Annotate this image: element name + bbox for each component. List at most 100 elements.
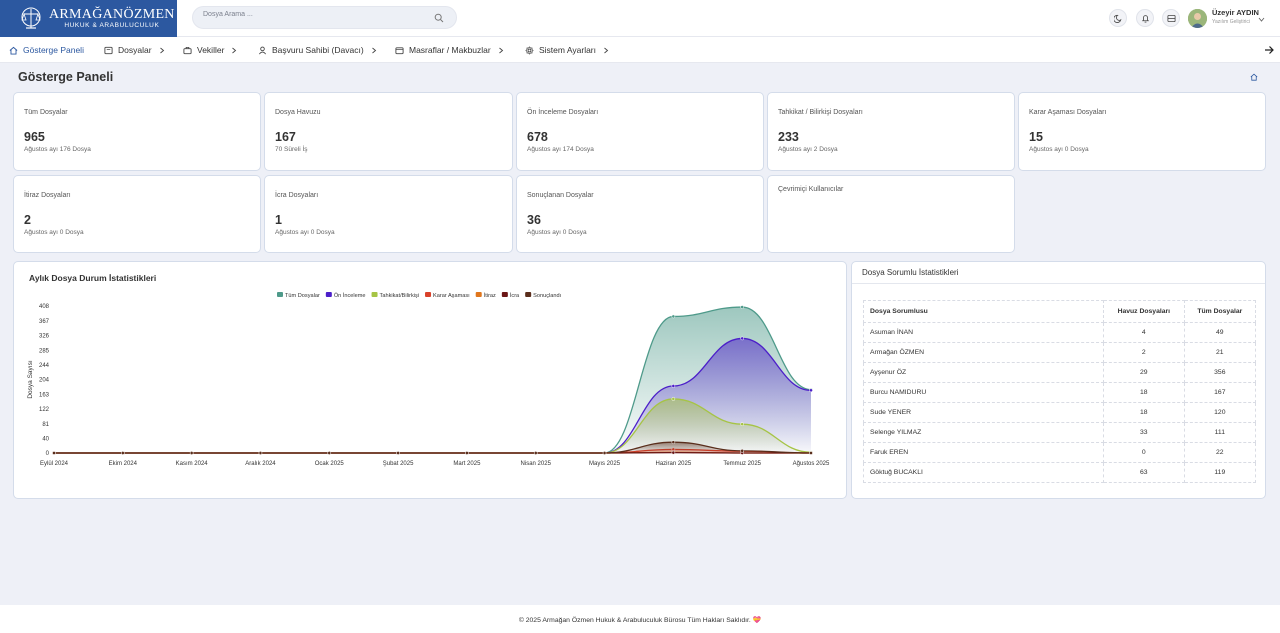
stat-card-value: 15 bbox=[1029, 130, 1043, 144]
nav-item-files[interactable]: Dosyalar bbox=[104, 37, 165, 63]
table-row[interactable]: Ayşenur ÖZ 29 356 bbox=[863, 362, 1257, 383]
arrow-right-icon[interactable] bbox=[1264, 45, 1274, 55]
table-row[interactable]: Burcu NAMIDURU 18 167 bbox=[863, 382, 1257, 403]
moon-icon bbox=[1113, 14, 1121, 23]
stat-card-objection[interactable]: İtiraz Dosyaları 2 Ağustos ayı 0 Dosya bbox=[13, 175, 261, 253]
x-tick-label: Haziran 2025 bbox=[656, 461, 692, 467]
stat-card-subtext: Ağustos ayı 0 Dosya bbox=[527, 229, 587, 236]
nav-item-label: Masraflar / Makbuzlar bbox=[409, 45, 491, 55]
stat-card-subtext: Ağustos ayı 0 Dosya bbox=[1029, 146, 1089, 153]
stat-card-concluded[interactable]: Sonuçlanan Dosyalar 36 Ağustos ayı 0 Dos… bbox=[516, 175, 764, 253]
data-point bbox=[671, 397, 676, 401]
table-cell: 119 bbox=[1183, 462, 1257, 483]
footer: © 2025 Armağan Özmen Hukuk & Arabuluculu… bbox=[0, 605, 1280, 633]
table-cell: 63 bbox=[1103, 462, 1185, 483]
table-cell: 33 bbox=[1103, 422, 1185, 443]
stat-card-file-pool[interactable]: Dosya Havuzu 167 70 Süreli İş bbox=[264, 92, 513, 171]
table-cell: 22 bbox=[1183, 442, 1257, 463]
table-title: Dosya Sorumlu İstatistikleri bbox=[862, 268, 959, 277]
table-row[interactable]: Asuman İNAN 4 49 bbox=[863, 322, 1257, 343]
user-role: Yazılım Geliştirici bbox=[1212, 19, 1250, 25]
stat-card-value: 1 bbox=[275, 213, 282, 227]
chevron-right-icon bbox=[159, 47, 164, 53]
y-tick-label: 0 bbox=[46, 451, 50, 457]
data-point bbox=[740, 422, 745, 427]
data-point bbox=[671, 440, 676, 445]
table-cell: 18 bbox=[1103, 402, 1185, 423]
legend-swatch bbox=[501, 292, 508, 297]
chevron-right-icon bbox=[604, 47, 609, 53]
stat-card-subtext: Ağustos ayı 2 Dosya bbox=[778, 146, 838, 153]
user-icon bbox=[258, 46, 267, 54]
stat-card-pre-review[interactable]: Ön İnceleme Dosyaları 678 Ağustos ayı 17… bbox=[516, 92, 764, 171]
table-cell: Faruk EREN bbox=[863, 442, 1104, 463]
data-point bbox=[809, 451, 813, 455]
search-box bbox=[192, 6, 457, 29]
nav-item-settings[interactable]: Sistem Ayarları bbox=[525, 37, 609, 63]
footer-copyright: © 2025 Armağan Özmen Hukuk & Arabuluculu… bbox=[518, 617, 762, 624]
search-input[interactable] bbox=[203, 11, 423, 18]
table-header-row: Dosya Sorumlusu Havuz Dosyaları Tüm Dosy… bbox=[863, 300, 1257, 323]
nav-item-applicants[interactable]: Başvuru Sahibi (Davacı) bbox=[258, 37, 377, 63]
brand-subtitle: HUKUK & ARABULUCULUK bbox=[64, 21, 160, 29]
monthly-stats-chart-card: Aylık Dosya Durum İstatistikleri 0 40 81 12… bbox=[13, 261, 847, 499]
table-cell: Sude YENER bbox=[863, 402, 1104, 423]
stat-card-value: 233 bbox=[778, 130, 799, 144]
folder-icon bbox=[104, 46, 113, 54]
gear-icon bbox=[525, 45, 534, 55]
column-header[interactable]: Tüm Dosyalar bbox=[1183, 300, 1257, 323]
layout-button[interactable] bbox=[1162, 9, 1180, 27]
notifications-button[interactable] bbox=[1136, 9, 1154, 27]
data-point bbox=[671, 384, 676, 388]
nav-item-label: Dosyalar bbox=[118, 45, 152, 55]
table-cell: Burcu NAMIDURU bbox=[863, 382, 1104, 403]
y-tick-label: 326 bbox=[39, 334, 50, 340]
y-tick-label: 122 bbox=[39, 407, 50, 413]
breadcrumb-home-icon[interactable] bbox=[1250, 73, 1258, 81]
legend-label: Ön İnceleme bbox=[334, 292, 366, 299]
stat-card-label: İtiraz Dosyaları bbox=[24, 192, 71, 199]
search-icon[interactable] bbox=[434, 13, 444, 23]
legend-swatch bbox=[277, 292, 283, 297]
legend-swatch bbox=[371, 292, 378, 297]
table-row[interactable]: Sude YENER 18 120 bbox=[863, 402, 1257, 423]
stat-card-enforcement[interactable]: İcra Dosyaları 1 Ağustos ayı 0 Dosya bbox=[264, 175, 513, 253]
series-line bbox=[54, 441, 812, 454]
layout-icon bbox=[1166, 14, 1176, 22]
nav-item-label: Vekiller bbox=[197, 45, 225, 55]
nav-item-expenses[interactable]: Masraflar / Makbuzlar bbox=[395, 37, 504, 63]
column-header[interactable]: Havuz Dosyaları bbox=[1103, 300, 1185, 323]
table-cell: 0 bbox=[1103, 442, 1185, 463]
table-row[interactable]: Selenge YILMAZ 33 111 bbox=[863, 422, 1257, 443]
data-point bbox=[396, 451, 400, 455]
briefcase-icon bbox=[183, 46, 192, 54]
nav-item-label: Başvuru Sahibi (Davacı) bbox=[272, 45, 364, 55]
home-icon bbox=[9, 46, 18, 55]
avatar[interactable] bbox=[1188, 9, 1207, 28]
user-name[interactable]: Üzeyir AYDIN bbox=[1212, 8, 1259, 17]
y-tick-label: 163 bbox=[39, 392, 50, 398]
dark-mode-button[interactable] bbox=[1109, 9, 1127, 27]
stat-card-label: Dosya Havuzu bbox=[275, 109, 321, 116]
table-row[interactable]: Armağan ÖZMEN 2 21 bbox=[863, 342, 1257, 363]
column-header[interactable]: Dosya Sorumlusu bbox=[863, 300, 1104, 323]
nav-item-dashboard[interactable]: Gösterge Paneli bbox=[9, 37, 84, 63]
y-tick-label: 204 bbox=[39, 378, 50, 384]
stat-card-investigation[interactable]: Tahkikat / Bilirkişi Dosyaları 233 Ağust… bbox=[767, 92, 1015, 171]
legend-swatch bbox=[475, 292, 482, 297]
nav-item-label: Sistem Ayarları bbox=[539, 45, 597, 55]
stat-card-decision[interactable]: Karar Aşaması Dosyaları 15 Ağustos ayı 0… bbox=[1018, 92, 1266, 171]
table-row[interactable]: Göktuğ BUCAKLI 63 119 bbox=[863, 462, 1257, 483]
legend-label: Karar Aşaması bbox=[433, 293, 470, 299]
chevron-down-icon[interactable] bbox=[1258, 17, 1265, 22]
table-cell: 18 bbox=[1103, 382, 1185, 403]
nav-item-attorneys[interactable]: Vekiller bbox=[183, 37, 237, 63]
y-axis-label: Dosya Sayısı bbox=[27, 360, 34, 398]
stat-card-all-files[interactable]: Tüm Dosyalar 965 Ağustos ayı 176 Dosya bbox=[13, 92, 261, 171]
brand-logo[interactable]: ARMAĞANÖZMEN HUKUK & ARABULUCULUK bbox=[0, 0, 177, 37]
main-nav: Gösterge Paneli Dosyalar Vekiller Başvur… bbox=[0, 37, 1280, 63]
table-cell: 49 bbox=[1183, 322, 1257, 343]
data-point bbox=[602, 451, 607, 455]
table-row[interactable]: Faruk EREN 0 22 bbox=[863, 442, 1257, 463]
series-area bbox=[54, 442, 811, 453]
